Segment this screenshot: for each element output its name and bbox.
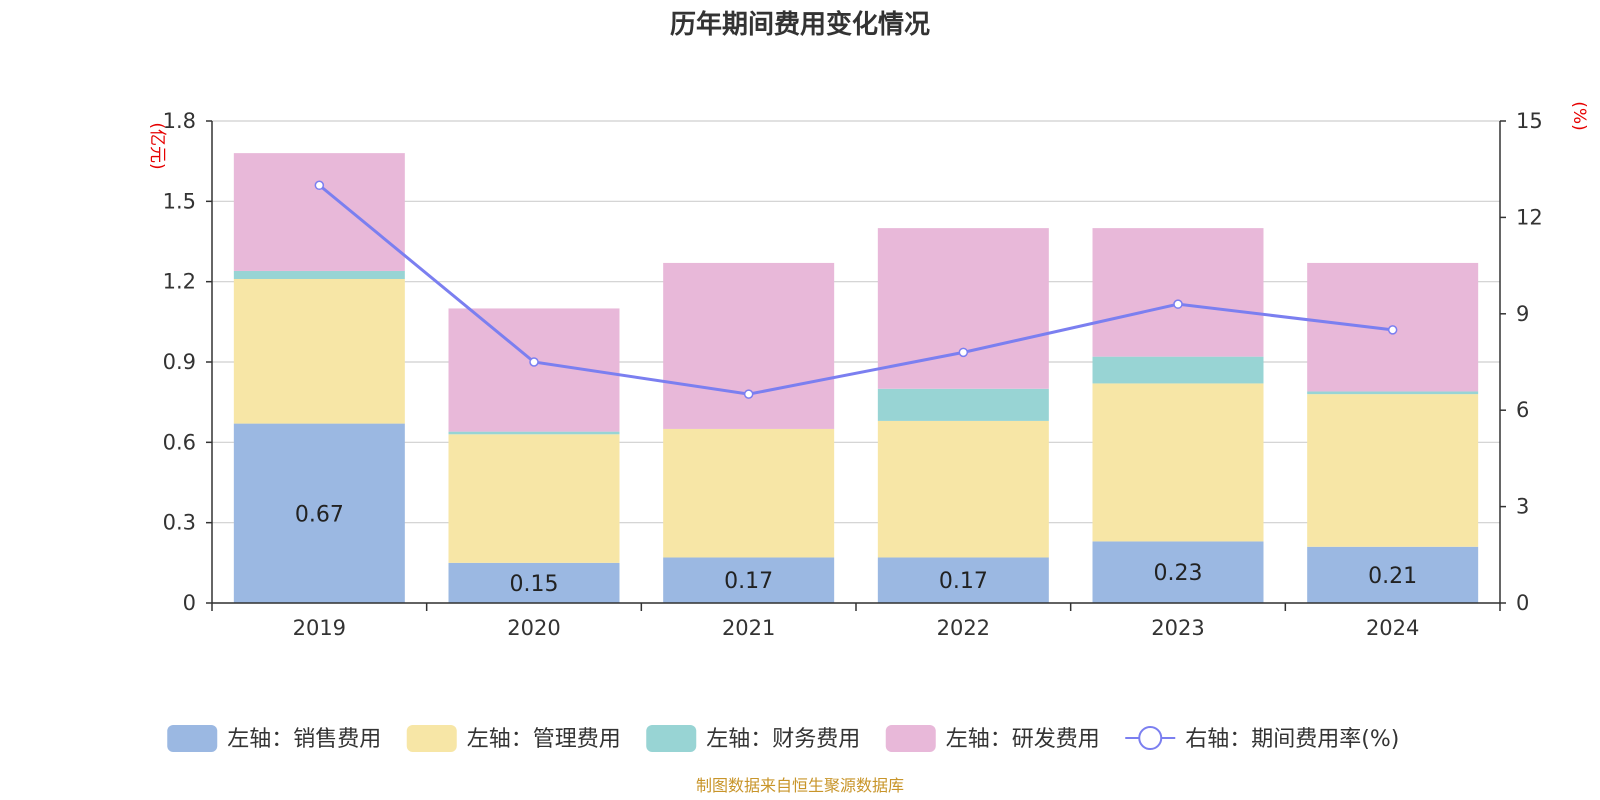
x-axis-tick-label: 2022 xyxy=(937,616,990,640)
bar-segment xyxy=(1307,391,1479,395)
left-axis-tick-label: 0 xyxy=(183,591,196,615)
bar-segment xyxy=(1307,394,1479,547)
legend-item[interactable]: 左轴：销售费用 xyxy=(167,725,381,752)
right-axis-tick-label: 12 xyxy=(1516,205,1543,229)
x-axis-tick-label: 2019 xyxy=(293,616,346,640)
bar-segment xyxy=(233,153,405,271)
bar-segment xyxy=(1092,228,1264,357)
data-labels: 0.67 0.15 0.17 0.17 0.23 0.21 xyxy=(295,502,1417,597)
left-axis-tick-label: 0.9 xyxy=(163,350,196,374)
bar-data-label: 0.23 xyxy=(1154,561,1203,586)
left-axis-tick-label: 1.2 xyxy=(163,270,196,294)
source-note: 制图数据来自恒生聚源数据库 xyxy=(696,776,904,795)
bar-segment xyxy=(448,431,620,435)
x-axis-tick-label: 2023 xyxy=(1151,616,1204,640)
x-axis-tick-label: 2021 xyxy=(722,616,775,640)
bar-segment xyxy=(663,262,835,429)
legend-label: 左轴：研发费用 xyxy=(946,727,1100,752)
rate-point xyxy=(1387,325,1398,335)
bar-segment xyxy=(663,557,835,603)
legend-swatch xyxy=(167,725,218,752)
chart-title: 历年期间费用变化情况 xyxy=(670,9,930,40)
bar-segment xyxy=(233,278,405,424)
bar-segment xyxy=(448,562,620,603)
axes: 0 0.3 0.6 0.9 1.2 1.5 1.8 0 3 6 9 12 15 2019 2020 2021 2… xyxy=(163,109,1543,640)
right-axis-tick-label: 15 xyxy=(1516,109,1543,133)
bar-segment xyxy=(233,423,405,603)
legend-label: 左轴：销售费用 xyxy=(227,727,381,752)
bar-data-label: 0.21 xyxy=(1368,564,1417,589)
bar-segment xyxy=(1092,356,1264,384)
left-axis-tick-label: 1.8 xyxy=(163,109,196,133)
legend-item[interactable]: 左轴：管理费用 xyxy=(406,725,621,752)
right-axis-tick-label: 9 xyxy=(1516,302,1529,326)
bar-segment xyxy=(1307,546,1479,603)
legend-item[interactable]: 左轴：研发费用 xyxy=(885,725,1100,752)
legend-label: 左轴：管理费用 xyxy=(467,727,621,752)
left-axis-tick-label: 0.6 xyxy=(163,430,196,454)
bar-data-label: 0.17 xyxy=(939,569,988,594)
bar-layer xyxy=(233,153,1479,603)
right-axis-tick-label: 6 xyxy=(1516,398,1529,422)
legend-swatch xyxy=(885,725,936,752)
bar-data-label: 0.15 xyxy=(510,572,559,597)
grid-lines xyxy=(212,120,1500,604)
bar-data-label: 0.17 xyxy=(724,569,773,594)
legend-circle-marker xyxy=(1138,726,1163,750)
rate-point xyxy=(958,347,969,358)
left-axis-unit-label: (亿元) xyxy=(147,122,167,169)
bar-segment xyxy=(877,420,1049,558)
bar-segment xyxy=(233,270,405,279)
legend-item[interactable]: 右轴：期间费用率(%) xyxy=(1125,726,1399,752)
x-axis-tick-label: 2020 xyxy=(507,616,560,640)
legend-item[interactable]: 左轴：财务费用 xyxy=(646,725,860,752)
rate-point xyxy=(743,389,754,399)
legend-label: 右轴：期间费用率(%) xyxy=(1185,727,1399,752)
legend-swatch xyxy=(646,725,697,752)
bar-segment xyxy=(663,428,835,558)
bar-data-label: 0.67 xyxy=(295,502,344,527)
rate-point xyxy=(529,357,539,367)
left-axis-tick-label: 1.5 xyxy=(163,189,196,213)
line-layer xyxy=(314,180,1398,399)
legend: 左轴：销售费用 左轴：管理费用 左轴：财务费用 左轴：研发费用 右轴：期间费用率(%) xyxy=(167,725,1399,752)
left-axis-tick-label: 0.3 xyxy=(163,511,196,535)
bar-segment xyxy=(1092,383,1264,542)
bar-segment xyxy=(448,434,620,563)
bar-segment xyxy=(1092,541,1264,603)
rate-point xyxy=(314,180,325,191)
rate-line xyxy=(318,184,1393,396)
right-axis-tick-label: 0 xyxy=(1516,591,1529,615)
legend-swatch xyxy=(406,725,457,752)
legend-label: 左轴：财务费用 xyxy=(706,727,860,752)
right-axis-tick-label: 3 xyxy=(1516,495,1529,519)
bar-segment xyxy=(877,388,1049,421)
x-axis-tick-label: 2024 xyxy=(1366,616,1419,640)
rate-point xyxy=(1173,299,1183,309)
right-axis-unit-label: (%) xyxy=(1569,101,1589,130)
bar-segment xyxy=(877,557,1049,603)
